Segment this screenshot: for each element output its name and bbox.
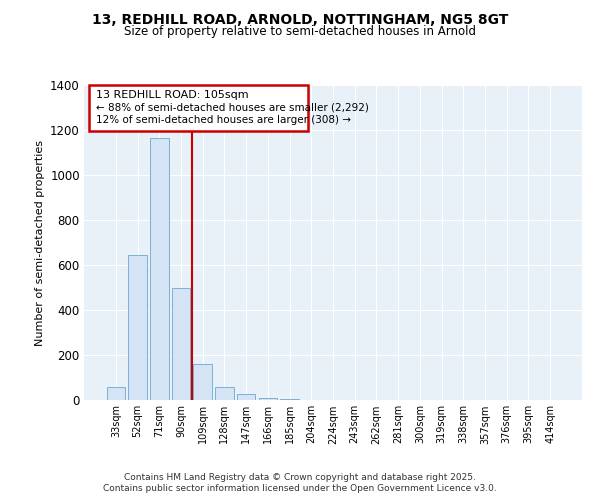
Bar [128,255,147,400]
Text: 13 REDHILL ROAD: 105sqm: 13 REDHILL ROAD: 105sqm [97,90,249,100]
Bar [193,364,212,400]
Bar [172,288,190,400]
Text: 12% of semi-detached houses are larger (308) →: 12% of semi-detached houses are larger (… [97,115,352,125]
Y-axis label: Number of semi-detached properties: Number of semi-detached properties [35,140,44,346]
Bar [215,386,233,400]
Text: Contains public sector information licensed under the Open Government Licence v3: Contains public sector information licen… [103,484,497,493]
Bar [280,399,299,400]
Text: 13, REDHILL ROAD, ARNOLD, NOTTINGHAM, NG5 8GT: 13, REDHILL ROAD, ARNOLD, NOTTINGHAM, NG… [92,12,508,26]
FancyBboxPatch shape [89,85,308,130]
Text: ← 88% of semi-detached houses are smaller (2,292): ← 88% of semi-detached houses are smalle… [97,102,370,113]
Text: Size of property relative to semi-detached houses in Arnold: Size of property relative to semi-detach… [124,25,476,38]
Bar [237,394,256,400]
Bar [107,386,125,400]
Bar [259,398,277,400]
Bar [150,138,169,400]
Text: Contains HM Land Registry data © Crown copyright and database right 2025.: Contains HM Land Registry data © Crown c… [124,472,476,482]
